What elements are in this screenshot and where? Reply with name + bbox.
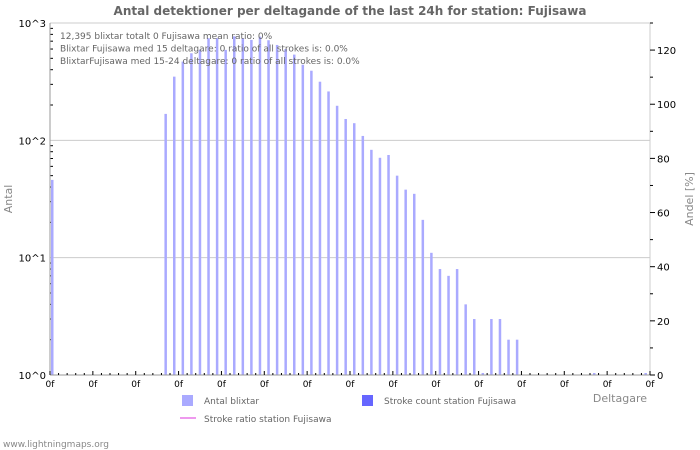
x-tick-label: 0f xyxy=(517,380,527,390)
bar xyxy=(464,304,467,375)
y-tick-label: 10^3 xyxy=(19,19,46,30)
bar xyxy=(430,252,433,375)
x-tick-label: 0f xyxy=(560,380,570,390)
legend-label: Antal blixtar xyxy=(204,397,259,407)
bar xyxy=(318,81,322,376)
y2-axis-label: Andel [%] xyxy=(683,172,696,226)
bar xyxy=(413,193,416,375)
bar xyxy=(241,38,245,376)
x-tick-label: 0f xyxy=(131,380,141,390)
chart-title: Antal detektioner per deltagande of the … xyxy=(114,4,587,18)
y2-tick-label: 60 xyxy=(657,209,670,220)
stats-annotation: Blixtar Fujisawa med 15 deltagare: 0 rat… xyxy=(60,45,348,55)
bar xyxy=(301,64,305,375)
bar xyxy=(481,373,485,375)
bar xyxy=(181,61,185,375)
y2-tick-label: 20 xyxy=(657,317,670,328)
y-tick-label: 10^0 xyxy=(19,371,46,382)
bar xyxy=(198,49,202,376)
bar xyxy=(378,157,382,375)
x-tick-label: 0f xyxy=(346,380,356,390)
x-axis-label: Deltagare xyxy=(593,392,647,405)
bar xyxy=(447,275,450,375)
bar xyxy=(498,319,502,375)
bar xyxy=(335,105,339,376)
bar xyxy=(215,38,219,376)
bar xyxy=(515,339,519,375)
bar xyxy=(173,76,176,375)
x-tick-label: 0f xyxy=(388,380,398,390)
x-tick-label: 0f xyxy=(431,380,441,390)
bar xyxy=(275,44,279,375)
bar xyxy=(233,36,236,375)
x-tick-label: 0f xyxy=(88,380,98,390)
x-tick-label: 0f xyxy=(46,380,56,390)
y2-tick-label: 40 xyxy=(657,263,670,274)
stats-annotation: BlixtarFujisawa med 15-24 deltagare: 0 r… xyxy=(60,57,360,67)
bar xyxy=(267,40,270,376)
bar xyxy=(310,70,313,375)
x-tick-label: 0f xyxy=(174,380,184,390)
bar xyxy=(327,91,330,376)
bar xyxy=(473,319,476,375)
legend-label: Stroke count station Fujisawa xyxy=(384,397,516,407)
x-tick-label: 0f xyxy=(303,380,313,390)
bar xyxy=(258,36,262,375)
bar xyxy=(250,39,253,375)
bar xyxy=(438,269,442,375)
bar xyxy=(164,113,167,376)
x-tick-label: 0f xyxy=(603,380,613,390)
x-tick-label: 0f xyxy=(474,380,484,390)
bar xyxy=(455,269,459,375)
bar xyxy=(51,179,54,375)
legend-swatch-stroke-count xyxy=(362,395,373,406)
y2-tick-label: 80 xyxy=(657,154,670,165)
x-tick-label: 0f xyxy=(646,380,656,390)
bar xyxy=(190,53,193,376)
bar xyxy=(224,49,227,376)
x-tick-label: 0f xyxy=(217,380,227,390)
legend-swatch-antal-blixtar xyxy=(182,395,193,406)
footer-source: www.lightningmaps.org xyxy=(3,440,109,450)
bar xyxy=(404,189,407,375)
bar xyxy=(395,175,399,375)
bar xyxy=(284,49,287,376)
bar xyxy=(207,38,210,376)
y-axis-label: Antal xyxy=(2,185,15,214)
stats-annotation: 12,395 blixtar totalt 0 Fujisawa mean ra… xyxy=(60,32,273,42)
y-tick-label: 10^2 xyxy=(19,136,46,147)
bar xyxy=(421,219,425,375)
legend-label: Stroke ratio station Fujisawa xyxy=(204,415,331,425)
y2-tick-label: 100 xyxy=(657,100,676,111)
bar xyxy=(293,54,296,376)
bar xyxy=(507,339,510,375)
bar xyxy=(370,149,373,375)
y2-tick-label: 120 xyxy=(657,46,676,57)
y2-tick-label: 0 xyxy=(657,371,663,382)
y-tick-label: 10^1 xyxy=(19,254,46,265)
bar xyxy=(593,373,596,375)
bar xyxy=(344,118,347,376)
bar xyxy=(361,135,365,375)
bar xyxy=(644,373,647,375)
bar xyxy=(490,319,493,375)
x-tick-label: 0f xyxy=(260,380,270,390)
bar xyxy=(353,123,356,375)
bar xyxy=(387,154,390,375)
